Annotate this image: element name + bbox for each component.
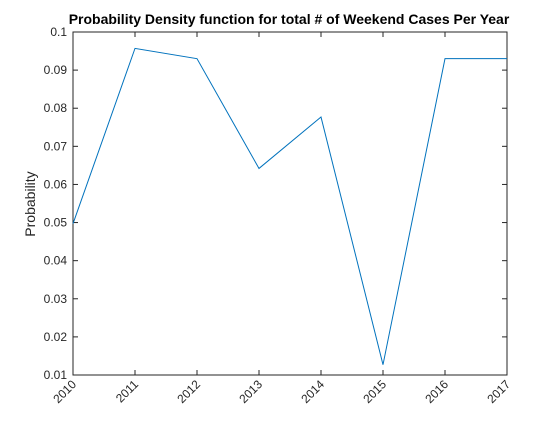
y-tick-label: 0.04 bbox=[44, 254, 68, 268]
x-tick-label: 2017 bbox=[484, 377, 513, 406]
x-tick-label: 2015 bbox=[360, 377, 389, 406]
x-tick-label: 2016 bbox=[422, 377, 451, 406]
x-axis: 2010 2011 2012 2013 2014 2015 2016 2017 bbox=[50, 32, 513, 406]
series-group bbox=[72, 47, 507, 365]
y-tick-label: 0.08 bbox=[44, 101, 68, 115]
x-tick-label: 2013 bbox=[236, 377, 265, 406]
x-tick-label: 2012 bbox=[174, 377, 203, 406]
y-tick-label: 0.09 bbox=[44, 63, 68, 77]
x-tick-label: 2014 bbox=[298, 377, 327, 406]
y-axis: 0.01 0.02 0.03 0.04 0.05 0.06 0.07 0.08 0.09 0.1 bbox=[44, 25, 507, 382]
y-tick-label: 0.1 bbox=[50, 25, 67, 39]
y-tick-label: 0.01 bbox=[44, 368, 68, 382]
y-tick-label: 0.06 bbox=[44, 177, 68, 191]
y-tick-label: 0.02 bbox=[44, 330, 68, 344]
plot-area-border bbox=[72, 31, 508, 376]
plot-frame bbox=[72, 31, 508, 376]
series-line-0 bbox=[72, 47, 507, 365]
y-tick-label: 0.07 bbox=[44, 139, 68, 153]
x-tick-label: 2011 bbox=[113, 377, 141, 405]
y-tick-label: 0.03 bbox=[44, 292, 68, 306]
chart-title: Probability Density function for total #… bbox=[69, 11, 510, 27]
y-tick-label: 0.05 bbox=[44, 216, 68, 230]
y-axis-label: Probability bbox=[22, 171, 38, 236]
